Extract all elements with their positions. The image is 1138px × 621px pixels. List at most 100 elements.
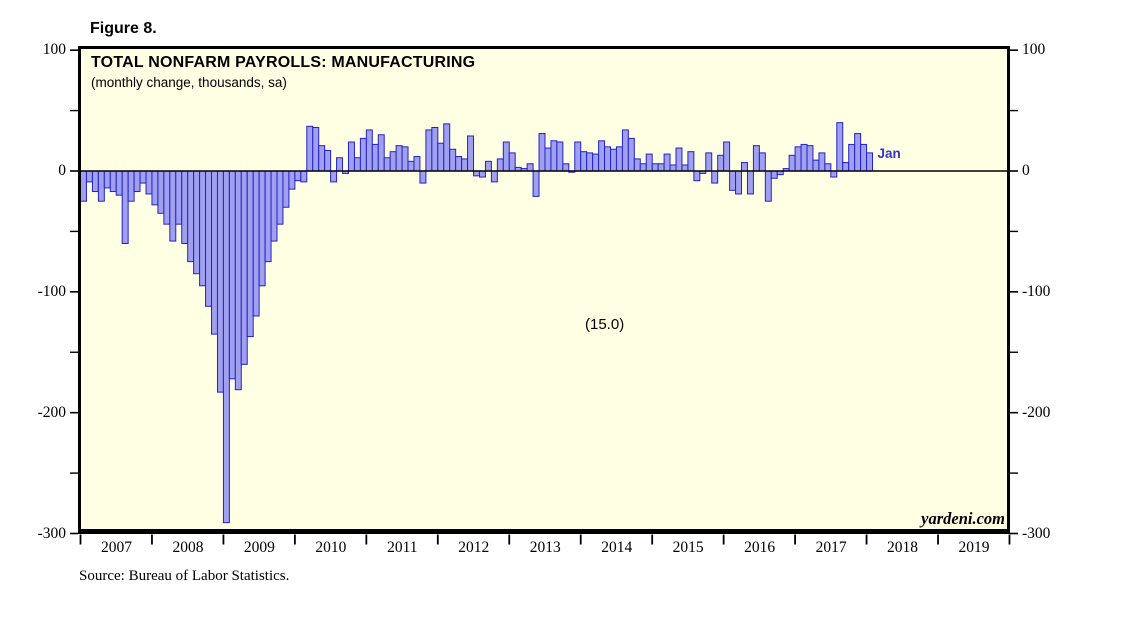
bar (741, 162, 748, 172)
bar (270, 170, 278, 242)
bar (193, 170, 201, 275)
bar (788, 154, 796, 172)
bar (157, 170, 165, 214)
bar (395, 145, 403, 172)
bar (407, 160, 415, 172)
bar (824, 163, 832, 172)
bar (205, 170, 213, 307)
bar (353, 157, 361, 172)
bar (276, 170, 284, 225)
bar (621, 129, 629, 172)
bar (705, 152, 713, 172)
bar (312, 127, 320, 172)
bar (502, 141, 510, 172)
bar (419, 170, 427, 184)
chart-subtitle: (monthly change, thousands, sa) (91, 75, 287, 90)
y-axis-label-right: 100 (1022, 41, 1046, 59)
bar (532, 170, 540, 197)
bar (383, 157, 391, 172)
bar (490, 170, 498, 183)
bar (443, 123, 451, 172)
x-axis-year-label: 2012 (458, 539, 490, 556)
bar (467, 135, 475, 172)
bar (413, 156, 421, 172)
bar (115, 170, 123, 196)
bar (437, 142, 445, 172)
plot-frame (78, 46, 1010, 532)
bar (580, 151, 588, 172)
y-axis-label-right: 0 (1022, 162, 1030, 179)
bar (693, 170, 701, 182)
bar (794, 146, 802, 172)
x-axis-year-label: 2009 (243, 539, 275, 556)
bar (675, 147, 683, 172)
bar (681, 164, 689, 172)
bar (538, 133, 546, 172)
bar (669, 164, 677, 172)
bar (461, 158, 469, 172)
bar (770, 170, 778, 179)
bar (854, 133, 862, 172)
bar (371, 143, 379, 172)
bar (234, 170, 242, 391)
bar (300, 170, 308, 183)
bar (324, 149, 332, 172)
bar (746, 170, 754, 195)
bar (562, 163, 570, 172)
bar (163, 170, 171, 225)
bar (526, 163, 534, 172)
x-axis-year-label: 2010 (315, 539, 347, 556)
y-axis-label-left: -100 (37, 282, 66, 300)
bar (240, 170, 248, 365)
bar (199, 170, 207, 287)
bar (651, 163, 659, 172)
bar (586, 152, 594, 172)
watermark: yardeni.com (921, 509, 1005, 528)
bar (133, 170, 141, 193)
bar (830, 170, 838, 178)
bar (365, 129, 373, 172)
bar (389, 151, 397, 172)
bar (723, 141, 731, 172)
bar (574, 141, 582, 172)
bar (556, 141, 564, 172)
bar (282, 170, 290, 208)
bar (860, 143, 868, 172)
bar (633, 158, 641, 172)
bar (258, 170, 266, 287)
bar (848, 143, 856, 172)
bar (729, 170, 737, 191)
x-axis-year-label: 2015 (672, 539, 704, 556)
x-axis-year-label: 2008 (172, 539, 204, 556)
x-axis-year-label: 2018 (887, 539, 919, 556)
bar (592, 153, 600, 172)
bar (139, 170, 147, 184)
bar (216, 170, 224, 393)
bar (663, 153, 671, 172)
bar (455, 156, 463, 172)
bar (252, 170, 260, 317)
bar (604, 146, 611, 172)
bar (764, 170, 772, 202)
bar (246, 170, 254, 338)
x-axis-year-label: 2019 (958, 539, 990, 556)
y-axis-label-right: -100 (1022, 282, 1051, 300)
bar (484, 160, 492, 172)
latest-point-label: Jan (877, 146, 901, 161)
bar (347, 141, 355, 172)
bar (478, 170, 486, 178)
bar (800, 143, 808, 172)
bar (496, 158, 504, 172)
bar (306, 125, 314, 172)
source-note: Source: Bureau of Labor Statistics. (79, 568, 290, 584)
bar (627, 137, 635, 172)
bar (288, 170, 296, 190)
bar (80, 170, 87, 202)
bar (175, 170, 183, 225)
y-axis-label-left: 0 (58, 162, 66, 179)
bar (359, 137, 367, 172)
x-axis-year-label: 2016 (744, 539, 776, 556)
bar (550, 140, 558, 172)
